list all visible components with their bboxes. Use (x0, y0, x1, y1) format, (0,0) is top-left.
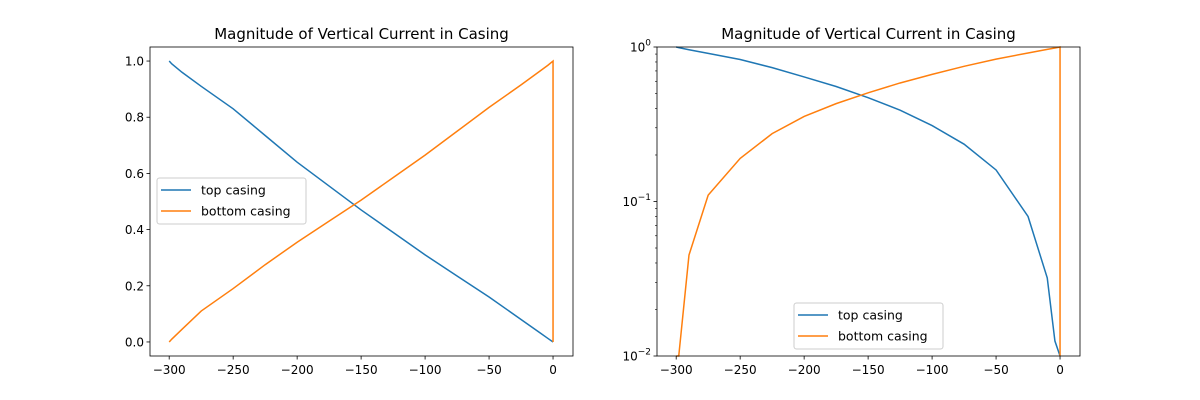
y-tick-label: 10−1 (622, 193, 651, 209)
series-line-bottom-casing (676, 46, 1061, 357)
legend: top casing bottom casing (156, 177, 307, 225)
y-tick-exponent: 0 (645, 39, 651, 49)
subplot-1: Magnitude of Vertical Current in Casing −… (125, 25, 574, 377)
legend-label: bottom casing (838, 329, 928, 344)
x-tick-label: −50 (476, 363, 501, 377)
subplot-2: Magnitude of Vertical Current in Casing −… (622, 25, 1081, 377)
x-tick-label: −250 (217, 363, 250, 377)
series-line-bottom-casing (168, 59, 554, 343)
x-tick-label: −250 (724, 363, 757, 377)
y-tick-label: 100 (630, 39, 651, 55)
y-tick-label: 1.0 (125, 55, 144, 69)
legend-label: top casing (201, 183, 266, 198)
x-tick-label: −100 (916, 363, 949, 377)
x-tick-label: 0 (549, 363, 557, 377)
x-tick-label: −300 (153, 363, 186, 377)
x-tick-label: −150 (852, 363, 885, 377)
x-tick-label: −100 (409, 363, 442, 377)
y-tick-base: 10 (622, 195, 637, 209)
series-line-top-casing (676, 46, 1061, 357)
x-tick-label: −50 (983, 363, 1008, 377)
chart-title: Magnitude of Vertical Current in Casing (721, 25, 1016, 43)
y-tick-base: 10 (622, 350, 637, 364)
y-tick-label: 0.6 (125, 167, 144, 181)
legend-label: bottom casing (201, 204, 291, 219)
y-tick-base: 10 (630, 41, 645, 55)
y-tick-label: 10−2 (622, 348, 651, 364)
y-tick-label: 0.0 (125, 335, 144, 349)
y-tick-exponent: −2 (638, 348, 651, 358)
series-line-top-casing (168, 60, 554, 343)
x-tick-label: −300 (660, 363, 693, 377)
x-tick-label: −150 (345, 363, 378, 377)
chart-title: Magnitude of Vertical Current in Casing (214, 25, 509, 43)
x-tick-label: −200 (788, 363, 821, 377)
legend-label: top casing (838, 308, 903, 323)
x-tick-label: 0 (1056, 363, 1064, 377)
y-tick-label: 0.4 (125, 223, 144, 237)
y-tick-label: 0.2 (125, 279, 144, 293)
legend: top casing bottom casing (793, 302, 944, 350)
x-tick-label: −200 (281, 363, 314, 377)
y-tick-label: 0.8 (125, 111, 144, 125)
legend-box (156, 177, 307, 225)
legend-box (793, 302, 944, 350)
y-tick-exponent: −1 (638, 193, 651, 203)
